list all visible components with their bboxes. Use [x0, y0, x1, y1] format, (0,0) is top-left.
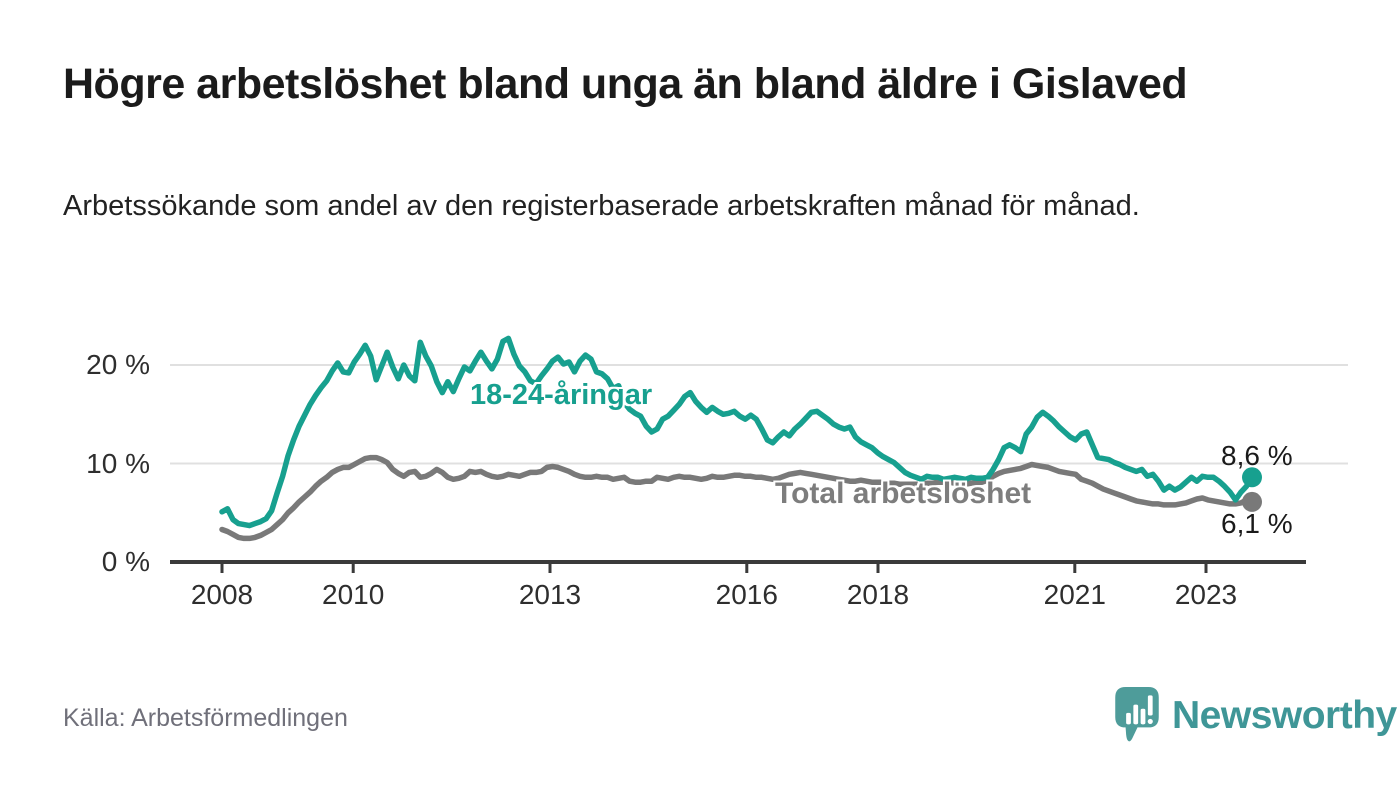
x-axis-label: 2018	[846, 579, 910, 610]
x-axis-label: 2021	[1043, 579, 1106, 610]
x-axis-label: 2013	[518, 579, 582, 610]
x-axis-label: 2010	[322, 579, 385, 610]
newsworthy-pin-barchart-icon	[1115, 687, 1159, 742]
end-dot-total	[1242, 491, 1262, 512]
newsworthy-wordmark: Newsworthy	[1172, 694, 1397, 737]
x-axis-label: 2008	[190, 579, 254, 610]
y-axis-label: 20 %	[86, 349, 150, 380]
end-value-label-young: 8,6 %	[1221, 440, 1293, 471]
end-dot-young	[1242, 467, 1262, 488]
y-axis-label: 0 %	[101, 546, 150, 577]
series-line-young	[219, 335, 1255, 529]
source-note: Källa: Arbetsförmedlingen	[63, 704, 348, 732]
y-axis-label: 10 %	[86, 447, 150, 479]
end-value-label-total: 6,1 %	[1221, 508, 1293, 539]
series-line-total	[219, 454, 1255, 542]
x-axis-label: 2023	[1174, 579, 1238, 610]
newsworthy-logo: Newsworthy	[1114, 686, 1397, 746]
x-axis-label: 2016	[715, 579, 778, 610]
series-label-total: Total arbetslöshet	[775, 477, 1032, 510]
page-subtitle: Arbetssökande som andel av den registerb…	[63, 190, 1140, 222]
page-title: Högre arbetslöshet bland unga än bland ä…	[63, 60, 1188, 108]
series-label-young: 18-24-åringar	[470, 379, 653, 411]
